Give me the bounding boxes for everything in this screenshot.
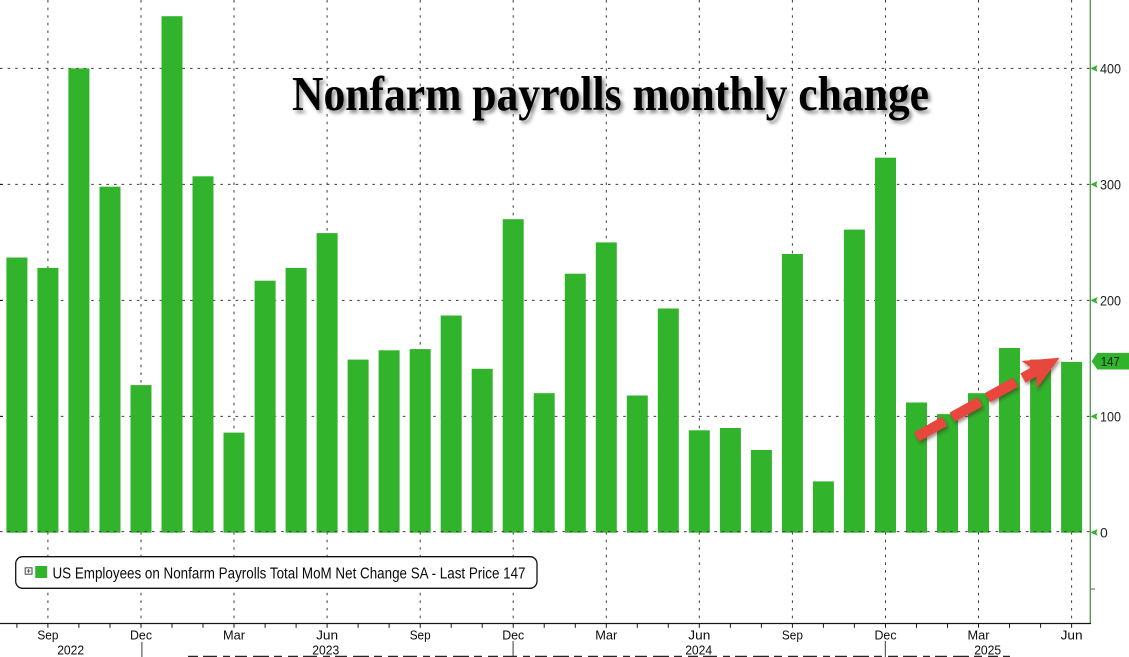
svg-text:300: 300	[1100, 176, 1121, 192]
svg-text:2025: 2025	[974, 643, 1001, 657]
svg-text:Mar: Mar	[223, 627, 246, 642]
svg-text:2024: 2024	[685, 643, 712, 657]
svg-text:Jun: Jun	[688, 627, 710, 642]
svg-text:Sep: Sep	[782, 627, 803, 642]
svg-text:100: 100	[1100, 408, 1121, 424]
svg-text:Jun: Jun	[1061, 627, 1083, 642]
svg-text:2023: 2023	[312, 643, 339, 657]
svg-text:Sep: Sep	[410, 627, 431, 642]
svg-text:Mar: Mar	[595, 627, 618, 642]
svg-text:2022: 2022	[57, 643, 84, 657]
svg-text:400: 400	[1100, 60, 1121, 76]
svg-text:Sep: Sep	[37, 627, 58, 642]
svg-text:0: 0	[1100, 524, 1108, 540]
svg-text:147: 147	[1101, 354, 1120, 369]
svg-text:Dec: Dec	[130, 627, 152, 642]
svg-text:Dec: Dec	[502, 627, 524, 642]
svg-text:Jun: Jun	[316, 627, 338, 642]
svg-text:Mar: Mar	[968, 627, 991, 642]
svg-text:200: 200	[1100, 292, 1121, 308]
svg-text:Dec: Dec	[875, 627, 897, 642]
svg-text:Nonfarm payrolls monthly chang: Nonfarm payrolls monthly change	[292, 66, 929, 121]
svg-text:US Employees on Nonfarm Payrol: US Employees on Nonfarm Payrolls Total M…	[53, 565, 526, 582]
